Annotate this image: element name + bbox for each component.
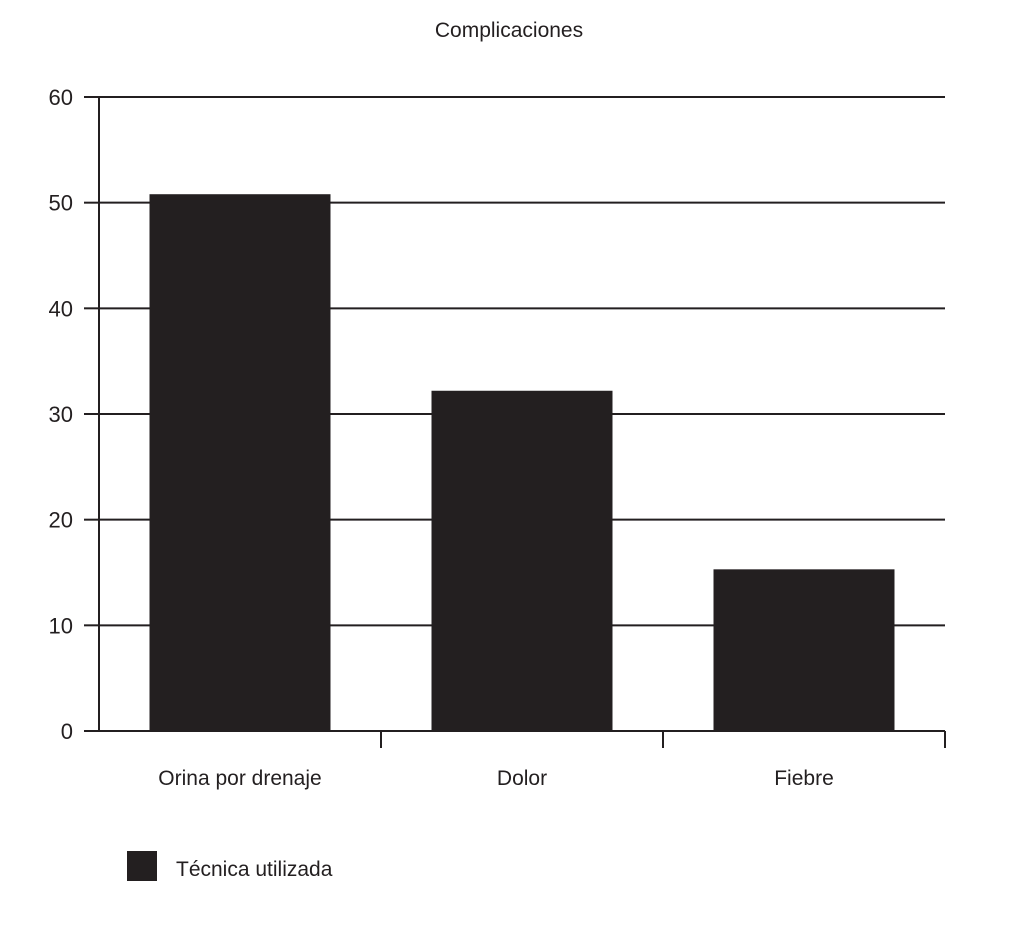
y-tick-label: 50: [49, 191, 73, 216]
legend-swatch: [127, 851, 157, 881]
axes: [84, 96, 946, 748]
y-tick-label: 60: [49, 85, 73, 110]
chart-title: Complicaciones: [435, 19, 583, 42]
y-tick-label: 40: [49, 296, 73, 321]
y-tick-label: 30: [49, 402, 73, 427]
bar: [713, 569, 895, 731]
y-tick-label: 10: [49, 613, 73, 638]
x-tick-label: Orina por drenaje: [158, 767, 321, 790]
y-tick-label: 20: [49, 508, 73, 533]
bar: [431, 390, 613, 731]
legend-label: Técnica utilizada: [176, 858, 333, 881]
bar: [149, 194, 331, 732]
x-tick-label: Dolor: [497, 767, 547, 790]
y-tick-label: 0: [61, 719, 73, 744]
x-tick-label: Fiebre: [774, 767, 834, 790]
tick-labels: 0 10 20 30 40 50 60 Orina por drenaje Dolor Fiebr…: [49, 85, 834, 790]
bars: [149, 194, 895, 732]
legend: Técnica utilizada: [127, 851, 333, 881]
